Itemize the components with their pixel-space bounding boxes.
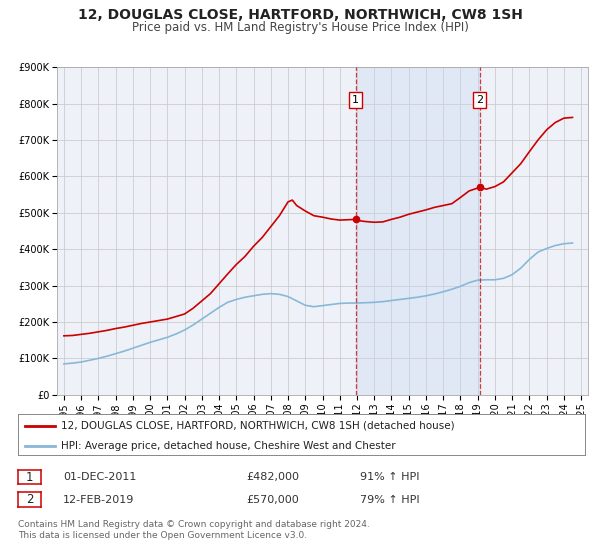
Text: Contains HM Land Registry data © Crown copyright and database right 2024.: Contains HM Land Registry data © Crown c…	[18, 520, 370, 529]
Text: 1: 1	[26, 470, 33, 484]
Text: 2: 2	[26, 493, 33, 506]
Text: Price paid vs. HM Land Registry's House Price Index (HPI): Price paid vs. HM Land Registry's House …	[131, 21, 469, 34]
Text: 2: 2	[476, 95, 483, 105]
Text: 79% ↑ HPI: 79% ↑ HPI	[360, 494, 419, 505]
Text: £570,000: £570,000	[246, 494, 299, 505]
Text: 12, DOUGLAS CLOSE, HARTFORD, NORTHWICH, CW8 1SH: 12, DOUGLAS CLOSE, HARTFORD, NORTHWICH, …	[77, 8, 523, 22]
Text: 12-FEB-2019: 12-FEB-2019	[63, 494, 134, 505]
Text: This data is licensed under the Open Government Licence v3.0.: This data is licensed under the Open Gov…	[18, 531, 307, 540]
Text: £482,000: £482,000	[246, 472, 299, 482]
Text: 91% ↑ HPI: 91% ↑ HPI	[360, 472, 419, 482]
Bar	[356, 67, 480, 395]
Text: 12, DOUGLAS CLOSE, HARTFORD, NORTHWICH, CW8 1SH (detached house): 12, DOUGLAS CLOSE, HARTFORD, NORTHWICH, …	[61, 421, 454, 431]
Text: 01-DEC-2011: 01-DEC-2011	[63, 472, 136, 482]
Text: 1: 1	[352, 95, 359, 105]
Text: HPI: Average price, detached house, Cheshire West and Chester: HPI: Average price, detached house, Ches…	[61, 441, 395, 451]
